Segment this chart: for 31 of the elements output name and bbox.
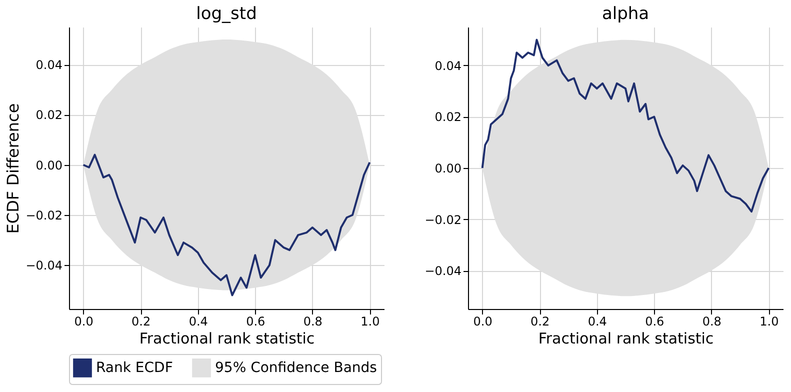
chart-title: alpha [602,4,650,24]
x-tick-label: 0.0 [74,314,94,328]
y-tick-label: −0.02 [424,212,462,227]
y-tick-label: 0.02 [36,108,62,122]
x-tick-label: 0.6 [645,314,664,328]
y-tick-label: −0.02 [26,208,62,222]
y-tick-label: 0.04 [36,58,62,72]
x-tick-label: 0.0 [473,314,492,328]
y-tick-label: −0.04 [26,258,62,273]
y-tick-label: 0.04 [434,58,462,73]
line-series [82,154,371,296]
y-tick-label: 0.00 [36,158,62,172]
y-tick-label: 0.00 [434,162,462,176]
x-tick-label: 0.4 [588,314,607,328]
x-tick-label: 0.2 [132,314,151,328]
x-tick-label: 0.4 [188,314,208,328]
line-series [481,38,770,213]
legend-label: Rank ECDF [96,360,173,376]
x-tick-label: 0.8 [702,314,722,328]
y-tick-label: −0.04 [424,264,462,278]
x-axis-title: Fractional rank statistic [139,330,315,348]
x-tick-label: 0.8 [303,314,322,328]
x-tick-label: 0.2 [530,314,550,328]
x-tick-label: 1.0 [360,314,380,328]
x-axis-title: Fractional rank statistic [538,330,714,348]
legend-label: 95% Confidence Bands [215,360,377,376]
y-axis-title: ECDF Difference [4,103,23,234]
chart-title: log_std [196,4,257,24]
x-tick-label: 0.6 [246,314,266,328]
y-tick-label: 0.02 [434,110,462,124]
x-tick-label: 1.0 [760,314,779,328]
